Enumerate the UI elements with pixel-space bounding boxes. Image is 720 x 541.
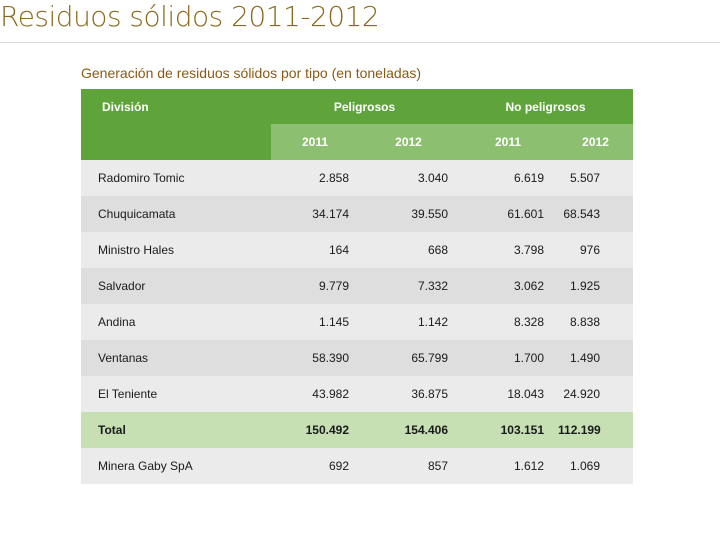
cell-value: 976 — [558, 232, 634, 268]
division-name: Ventanas — [81, 340, 271, 376]
header-group-hazardous: Peligrosos — [271, 89, 459, 124]
cell-value: 1.145 — [271, 304, 359, 340]
cell-value: 65.799 — [359, 340, 459, 376]
total-value: 103.151 — [458, 412, 559, 448]
cell-value: 692 — [271, 448, 359, 484]
division-name: Andina — [81, 304, 271, 340]
cell-value: 857 — [359, 448, 459, 484]
header-division: División — [81, 89, 271, 124]
cell-value: 1.142 — [359, 304, 459, 340]
table-row: El Teniente 43.982 36.875 18.043 24.920 — [81, 376, 634, 412]
cell-value: 1.925 — [558, 268, 634, 304]
table-row: Radomiro Tomic 2.858 3.040 6.619 5.507 — [81, 160, 634, 196]
header-row-years: 2011 2012 2011 2012 — [81, 124, 634, 160]
cell-value: 8.328 — [458, 304, 559, 340]
cell-value: 58.390 — [271, 340, 359, 376]
header-group-non-hazardous: No peligrosos — [458, 89, 634, 124]
cell-value: 39.550 — [359, 196, 459, 232]
cell-value: 1.612 — [458, 448, 559, 484]
cell-value: 5.507 — [558, 160, 634, 196]
cell-value: 164 — [271, 232, 359, 268]
total-value: 150.492 — [271, 412, 359, 448]
division-name: Minera Gaby SpA — [81, 448, 271, 484]
waste-table: División Peligrosos No peligrosos 2011 2… — [81, 89, 634, 484]
cell-value: 43.982 — [271, 376, 359, 412]
header-row-groups: División Peligrosos No peligrosos — [81, 89, 634, 124]
cell-value: 1.490 — [558, 340, 634, 376]
header-year: 2011 — [458, 124, 559, 160]
total-value: 112.199 — [558, 412, 634, 448]
header-year: 2012 — [359, 124, 459, 160]
cell-value: 36.875 — [359, 376, 459, 412]
table-row: Andina 1.145 1.142 8.328 8.838 — [81, 304, 634, 340]
cell-value: 1.700 — [458, 340, 559, 376]
cell-value: 6.619 — [458, 160, 559, 196]
division-name: Radomiro Tomic — [81, 160, 271, 196]
cell-value: 18.043 — [458, 376, 559, 412]
cell-value: 34.174 — [271, 196, 359, 232]
header-year: 2012 — [558, 124, 634, 160]
cell-value: 24.920 — [558, 376, 634, 412]
table-row: Ventanas 58.390 65.799 1.700 1.490 — [81, 340, 634, 376]
table-row: Salvador 9.779 7.332 3.062 1.925 — [81, 268, 634, 304]
cell-value: 3.040 — [359, 160, 459, 196]
table-row: Ministro Hales 164 668 3.798 976 — [81, 232, 634, 268]
cell-value: 668 — [359, 232, 459, 268]
cell-value: 8.838 — [558, 304, 634, 340]
cell-value: 68.543 — [558, 196, 634, 232]
header-blank — [81, 124, 271, 160]
division-name: Salvador — [81, 268, 271, 304]
title-divider — [0, 42, 720, 43]
header-year: 2011 — [271, 124, 359, 160]
table-row: Chuquicamata 34.174 39.550 61.601 68.543 — [81, 196, 634, 232]
division-name: Chuquicamata — [81, 196, 271, 232]
cell-value: 3.062 — [458, 268, 559, 304]
table-caption: Generación de residuos sólidos por tipo … — [81, 65, 422, 81]
division-name: El Teniente — [81, 376, 271, 412]
cell-value: 1.069 — [558, 448, 634, 484]
cell-value: 2.858 — [271, 160, 359, 196]
total-row: Total 150.492 154.406 103.151 112.199 — [81, 412, 634, 448]
total-label: Total — [81, 412, 271, 448]
cell-value: 61.601 — [458, 196, 559, 232]
page-title: Residuos sólidos 2011-2012 — [0, 0, 380, 33]
division-name: Ministro Hales — [81, 232, 271, 268]
cell-value: 9.779 — [271, 268, 359, 304]
table-row: Minera Gaby SpA 692 857 1.612 1.069 — [81, 448, 634, 484]
cell-value: 7.332 — [359, 268, 459, 304]
cell-value: 3.798 — [458, 232, 559, 268]
total-value: 154.406 — [359, 412, 459, 448]
